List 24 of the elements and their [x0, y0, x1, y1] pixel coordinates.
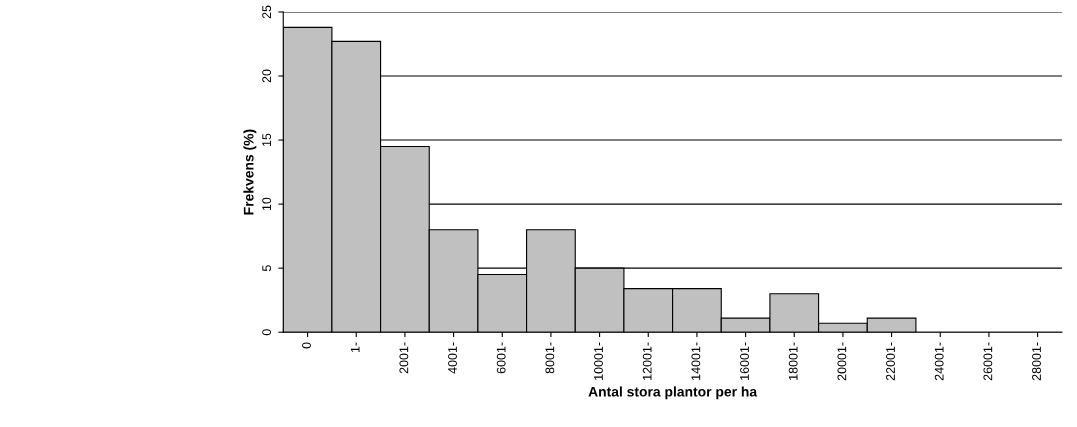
x-tick-label: 2001-: [399, 342, 409, 374]
x-tick-label: 10001-: [594, 342, 603, 380]
x-tick-label: 24001-: [934, 342, 944, 381]
x-tick-label: 16001-: [740, 342, 749, 380]
y-tick-label: 15: [262, 133, 272, 147]
x-tick-label: 18001-: [788, 342, 798, 380]
y-tick-label: 25: [262, 5, 272, 19]
x-tick-label: 12001-: [642, 342, 652, 380]
x-tick-label: 1-: [350, 342, 360, 353]
x-tick-label: 28001-: [1032, 342, 1041, 381]
x-tick-label: 22001-: [886, 342, 895, 381]
y-tick-label: 5: [262, 265, 272, 272]
y-tick-label: 20: [262, 69, 272, 83]
y-tick-label: 10: [262, 197, 272, 211]
x-axis-title: Antal stora plantor per ha: [588, 386, 758, 400]
x-tick-label: 20001-: [837, 342, 847, 381]
x-tick-label: 14001-: [691, 342, 701, 380]
x-tick-label: 8001-: [545, 342, 555, 374]
x-tick-label: 6001-: [496, 342, 506, 374]
y-axis-title: Frekvens (%): [243, 129, 257, 215]
x-tick-label: 0: [302, 342, 311, 349]
x-tick-label: 26001-: [983, 342, 993, 381]
x-tick-label: 4001-: [448, 342, 457, 374]
y-tick-label: 0: [262, 329, 272, 336]
